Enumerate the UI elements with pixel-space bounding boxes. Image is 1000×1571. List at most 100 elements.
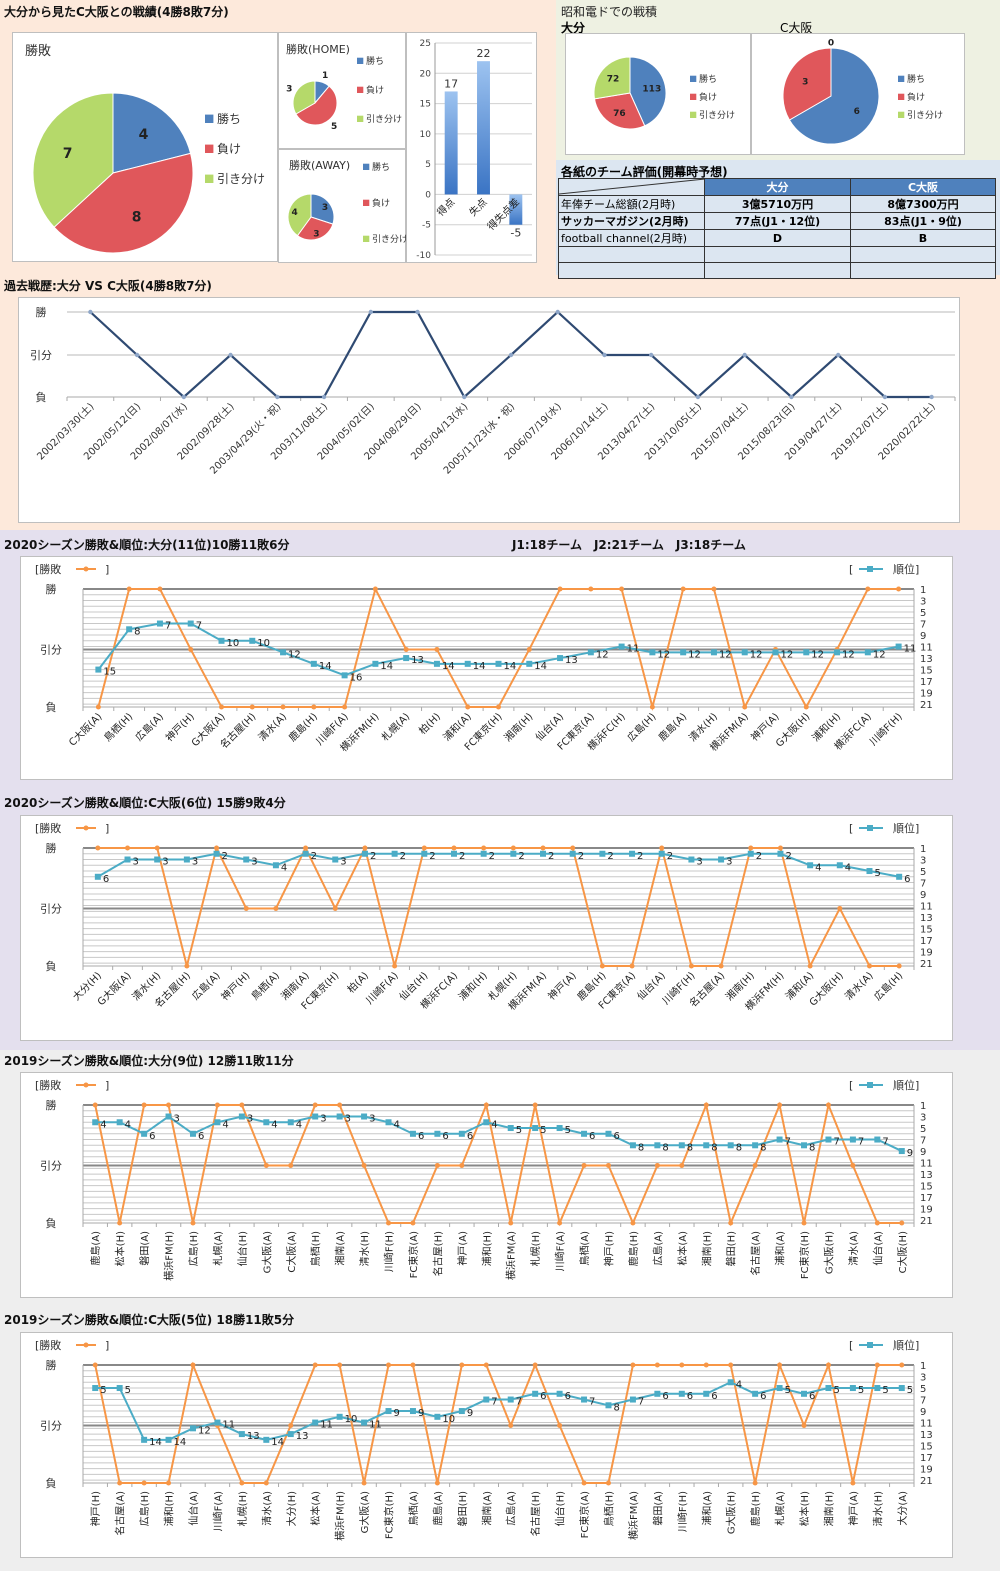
result-point	[410, 1220, 416, 1226]
result-point	[481, 845, 487, 851]
y-tick-label-right: 21	[920, 700, 933, 711]
result-point	[392, 963, 398, 969]
result-point	[728, 1362, 734, 1368]
rank-data-label: 5	[882, 1385, 888, 1396]
result-point	[801, 1422, 807, 1428]
rank-point	[898, 1148, 905, 1155]
rank-point	[218, 637, 225, 644]
rank-data-label: 6	[565, 1391, 571, 1402]
y-tick-label-right: 11	[920, 1419, 933, 1430]
evaluation-row	[558, 246, 996, 263]
result-point	[540, 845, 546, 851]
x-tick-label: 浦和(H)	[163, 1491, 176, 1526]
result-point	[588, 586, 594, 592]
result-point	[532, 1362, 538, 1368]
x-tick-label: 名古屋(H)	[529, 1491, 542, 1536]
result-point	[630, 1362, 636, 1368]
history-point	[181, 394, 187, 400]
rank-point	[495, 660, 502, 667]
y-tick-label-right: 11	[920, 643, 933, 654]
x-tick-label: 横浜FM(H)	[334, 1491, 347, 1541]
rank-point	[599, 850, 606, 857]
y-tick-label-right: 15	[920, 925, 933, 936]
rank-data-label: 12	[781, 649, 794, 660]
rank-point	[629, 1396, 636, 1403]
evaluation-header-row: 大分 C大阪	[558, 178, 996, 196]
y-tick-label-right: 17	[920, 677, 933, 688]
legend-swatch-draw	[205, 174, 214, 183]
legend-label: 負け	[907, 91, 925, 103]
rank-data-label: 2	[548, 851, 554, 862]
y-tick-label-right: 9	[920, 1147, 926, 1158]
rank-data-label: 6	[198, 1131, 204, 1142]
x-tick-label: 広島(A)	[132, 710, 166, 744]
rank-data-label: 6	[467, 1131, 473, 1142]
rank-point	[95, 666, 102, 673]
rank-point	[458, 1130, 465, 1137]
y-tick-label-right: 19	[920, 1205, 933, 1216]
history-y-tick-label: 負	[36, 391, 47, 404]
y-tick-label-right: 9	[920, 1407, 926, 1418]
rank-data-label: 5	[858, 1385, 864, 1396]
bar-y-tick-label: 0	[425, 190, 431, 200]
history-point	[275, 394, 280, 400]
history-point	[415, 309, 420, 315]
history-point	[88, 309, 93, 315]
rank-data-label: 12	[688, 649, 701, 660]
x-tick-label: 磐田(A)	[651, 1491, 664, 1526]
legend-rank: 順位]	[893, 1078, 919, 1092]
y-tick-label-right: 17	[920, 1453, 933, 1464]
rank-point	[263, 1119, 270, 1126]
legend-rank-bracket: [	[849, 563, 853, 576]
rank-point	[92, 1385, 99, 1392]
result-point	[866, 963, 872, 969]
result-point	[599, 963, 605, 969]
legend-swatch-loss	[898, 93, 905, 100]
result-point	[459, 1362, 465, 1368]
result-point	[510, 845, 516, 851]
rank-data-label: 3	[247, 1114, 253, 1125]
result-point	[361, 1480, 367, 1486]
rank-data-label: 9	[467, 1408, 473, 1419]
result-point	[372, 586, 378, 592]
evaluation-row-label: football channel(2月時)	[558, 229, 705, 247]
result-point	[288, 1162, 294, 1168]
bar-y-tick-label: -10	[416, 251, 431, 261]
rank-data-label: 14	[504, 661, 517, 672]
rank-point	[629, 850, 636, 857]
y-tick-label-right: 7	[920, 1136, 926, 1147]
result-point	[337, 1102, 343, 1108]
y-tick-label-left: 勝	[46, 582, 57, 596]
rank-point	[361, 1419, 368, 1426]
legend-rank-marker-icon	[867, 1082, 873, 1088]
result-point	[465, 704, 471, 710]
result-point	[166, 1480, 172, 1486]
history-point	[368, 309, 373, 315]
x-tick-label: 清水(A)	[260, 1491, 273, 1526]
rank-point	[834, 649, 841, 656]
x-tick-label: 仙台(A)	[187, 1491, 200, 1526]
result-point	[508, 1422, 514, 1428]
rank-data-label: 14	[380, 661, 393, 672]
bar-y-tick-label: 5	[425, 160, 431, 170]
rank-point	[776, 1136, 783, 1143]
rank-data-label: 4	[222, 1119, 228, 1130]
y-tick-label-right: 3	[920, 1373, 926, 1384]
s2019-oita-panel: [勝敗][順位] 勝引分負 1 3 5 7 9 11 13 15 17 19 21 4 4 6 3 6 4 3 4 4 3 3…	[20, 1072, 953, 1298]
rank-point	[361, 1113, 368, 1120]
history-y-tick-label: 勝	[36, 305, 47, 319]
rank-point	[605, 1402, 612, 1409]
rank-point	[483, 1119, 490, 1126]
result-point	[659, 845, 665, 851]
x-tick-label: 鳥栖(H)	[602, 1491, 615, 1526]
rank-point	[189, 1425, 196, 1432]
rank-data-label: 5	[516, 1125, 522, 1136]
result-point	[451, 845, 457, 851]
legend-result: [勝敗	[35, 1078, 61, 1092]
rank-point	[752, 1390, 759, 1397]
rank-data-label: 3	[251, 857, 257, 868]
rank-data-label: 3	[726, 857, 732, 868]
legend-label: 勝ち	[907, 73, 925, 85]
rank-data-label: 8	[134, 626, 140, 637]
